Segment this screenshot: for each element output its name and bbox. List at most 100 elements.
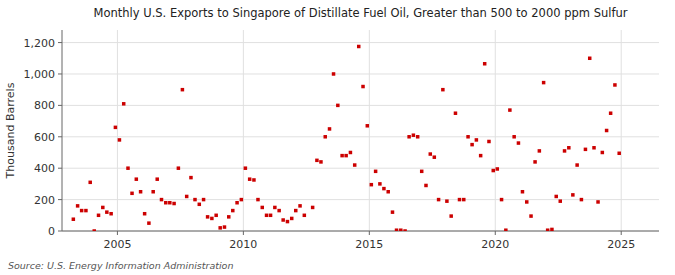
point [240, 198, 244, 202]
point [294, 209, 298, 213]
point [559, 199, 563, 203]
point [580, 198, 584, 202]
point [529, 214, 533, 218]
point [609, 111, 613, 115]
point [588, 57, 592, 61]
point [483, 62, 487, 66]
point [361, 85, 365, 89]
point [76, 204, 80, 208]
point [164, 201, 168, 205]
point [403, 229, 407, 231]
point [101, 206, 105, 210]
y-tick [58, 199, 62, 200]
point [504, 228, 508, 231]
y-tick-label: 1,000 [24, 68, 56, 81]
y-tick-label: 600 [34, 131, 55, 144]
point [298, 204, 302, 208]
y-grid-line [62, 231, 659, 232]
point [265, 214, 269, 218]
y-tick [58, 105, 62, 106]
y-grid-line [62, 136, 659, 137]
y-tick [58, 42, 62, 43]
point [336, 104, 340, 108]
point [370, 183, 374, 187]
point [147, 221, 151, 225]
point [109, 212, 113, 216]
point [143, 212, 147, 216]
y-tick-label: 800 [34, 99, 55, 112]
x-grid-line [621, 30, 622, 231]
title: Monthly U.S. Exports to Singapore of Dis… [94, 6, 628, 20]
point [386, 190, 390, 194]
point [525, 200, 529, 204]
point [122, 102, 126, 106]
point [218, 226, 222, 230]
point [584, 148, 588, 152]
point [617, 152, 621, 156]
y-tick-label: 400 [34, 162, 55, 175]
point [366, 124, 370, 128]
point [328, 127, 332, 131]
point [114, 126, 118, 130]
point [470, 143, 474, 147]
point [290, 217, 294, 221]
point [420, 170, 424, 174]
point [281, 218, 285, 222]
point [596, 200, 600, 204]
point [206, 215, 210, 219]
point [592, 146, 596, 150]
point [429, 152, 433, 156]
point [88, 181, 92, 185]
point [412, 133, 416, 137]
point [601, 151, 605, 155]
point [118, 138, 122, 142]
y-axis-label: Thousand Barrels [4, 82, 17, 179]
point [130, 192, 134, 196]
x-tick-label: 2025 [607, 238, 635, 251]
point [441, 88, 445, 92]
point [155, 177, 159, 181]
point [458, 198, 462, 202]
point [105, 210, 109, 214]
x-tick-label: 2015 [355, 238, 383, 251]
points [72, 45, 621, 231]
point [462, 198, 466, 202]
point [72, 217, 76, 221]
point [407, 135, 411, 139]
point [185, 195, 189, 199]
point [512, 135, 516, 139]
point [479, 154, 483, 158]
x-tick [243, 231, 244, 235]
point [349, 151, 353, 155]
point [416, 135, 420, 139]
point [613, 83, 617, 87]
point [487, 140, 491, 144]
y-grid-line [62, 199, 659, 200]
point [575, 163, 579, 167]
point [605, 129, 609, 133]
point [202, 198, 206, 202]
point [563, 149, 567, 153]
point [538, 149, 542, 153]
point [395, 228, 399, 231]
axes: 02004006008001,0001,20020052010201520202… [24, 30, 660, 251]
point [210, 217, 214, 221]
point [353, 163, 357, 167]
y-grid-line [62, 73, 659, 74]
y-tick-label: 200 [34, 194, 55, 207]
point [315, 159, 319, 163]
point [172, 202, 176, 206]
x-axis-line [62, 231, 659, 232]
point [323, 135, 327, 139]
point [357, 45, 361, 49]
point [303, 214, 307, 218]
point [378, 182, 382, 186]
point [269, 214, 273, 218]
point [214, 214, 218, 218]
point [424, 184, 428, 188]
x-grid-line [117, 30, 118, 231]
point [340, 154, 344, 158]
point [542, 81, 546, 85]
point [193, 198, 197, 202]
source: Source: U.S. Energy Information Administ… [8, 260, 233, 271]
